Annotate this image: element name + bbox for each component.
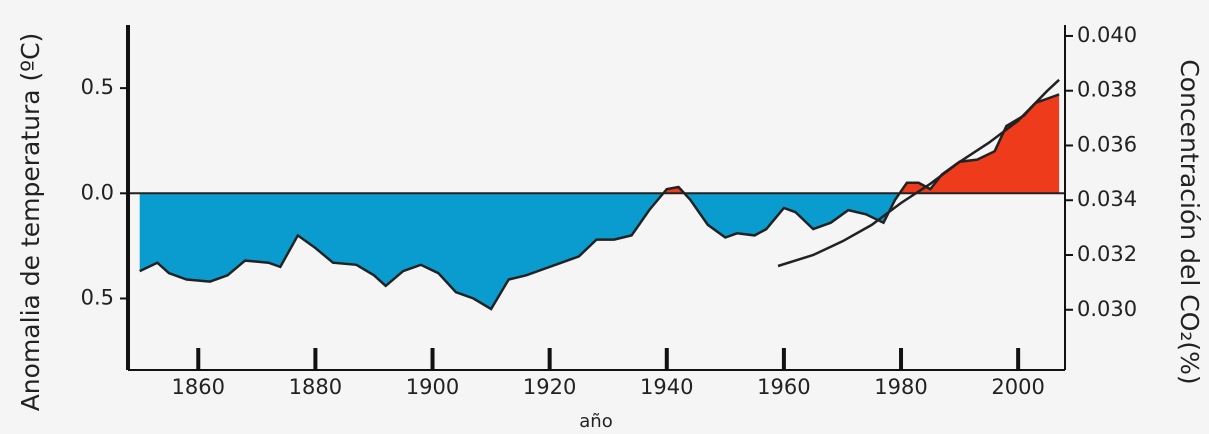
- area-positive: [663, 94, 1060, 194]
- y2-tick-label: 0.038: [1077, 78, 1137, 102]
- y2-tick-label: 0.032: [1077, 242, 1137, 266]
- y2-axis-label: Concentración del CO₂(%): [1175, 59, 1204, 384]
- line: [139, 93, 1060, 311]
- x-tick-label: 1880: [289, 375, 342, 399]
- x-axis-label: año: [579, 411, 612, 432]
- x-tick-label: 2000: [991, 375, 1044, 399]
- y2-tick-label: 0.040: [1077, 23, 1137, 47]
- x-tick-label: 1900: [406, 375, 459, 399]
- y-tick-label: 0.0: [81, 180, 114, 204]
- x-tick-label: 1960: [757, 375, 810, 399]
- y2-tick-label: 0.036: [1077, 132, 1137, 156]
- x-tick-label: 1860: [172, 375, 225, 399]
- y-tick-label: 0.5: [81, 75, 114, 99]
- y-tick-label: 0.5: [81, 285, 114, 309]
- x-tick-label: 1980: [874, 375, 927, 399]
- y2-tick-label: 0.034: [1077, 187, 1137, 211]
- line: [777, 78, 1060, 268]
- x-tick-label: 1940: [640, 375, 693, 399]
- y-axis-label: Anomalia de temperatura (ºC): [16, 33, 45, 412]
- y2-tick-label: 0.030: [1077, 297, 1137, 321]
- x-tick-label: 1920: [523, 375, 576, 399]
